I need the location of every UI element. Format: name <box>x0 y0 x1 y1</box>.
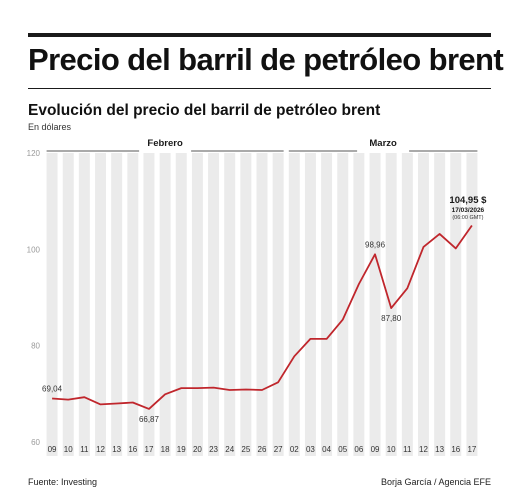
day-band <box>337 153 349 456</box>
x-tick-label: 16 <box>451 445 460 454</box>
last-value-label: 104,95 $ <box>449 195 487 206</box>
day-band <box>143 153 155 456</box>
day-band <box>208 153 220 456</box>
x-tick-label: 11 <box>403 445 412 454</box>
x-tick-label: 12 <box>419 445 428 454</box>
day-band <box>62 153 74 456</box>
x-tick-label: 17 <box>467 445 476 454</box>
day-band <box>321 153 333 456</box>
data-label: 98,96 <box>365 240 386 249</box>
x-tick-label: 10 <box>387 445 396 454</box>
x-tick-label: 13 <box>112 445 121 454</box>
chart-title: Evolución del precio del barril de petró… <box>28 102 381 119</box>
day-band <box>224 153 236 456</box>
day-band <box>401 153 413 456</box>
title-divider <box>28 88 491 89</box>
x-tick-label: 19 <box>177 445 186 454</box>
x-tick-label: 02 <box>290 445 299 454</box>
x-tick-label: 25 <box>241 445 250 454</box>
data-label: 66,87 <box>139 415 160 424</box>
x-tick-label: 05 <box>338 445 347 454</box>
page-title: Precio del barril de petróleo brent <box>28 42 504 77</box>
source-label: Fuente: Investing <box>28 477 98 487</box>
x-tick-label: 11 <box>80 445 89 454</box>
day-band <box>272 153 284 456</box>
day-band <box>175 153 187 456</box>
units-label: En dólares <box>28 122 72 132</box>
x-tick-label: 26 <box>258 445 267 454</box>
last-date-label: 17/03/2026 <box>452 207 485 214</box>
month-label: Marzo <box>369 138 397 149</box>
top-rule <box>28 33 491 37</box>
x-tick-label: 23 <box>209 445 218 454</box>
data-label: 87,80 <box>381 314 402 323</box>
day-band <box>46 153 58 456</box>
x-tick-label: 10 <box>64 445 73 454</box>
day-band <box>369 153 381 456</box>
x-tick-label: 24 <box>225 445 234 454</box>
x-tick-label: 06 <box>354 445 363 454</box>
price-line <box>52 224 473 410</box>
credit-label: Borja García / Agencia EFE <box>380 477 491 487</box>
x-tick-label: 17 <box>145 445 154 454</box>
day-band <box>127 153 139 456</box>
y-tick-label: 120 <box>27 149 41 158</box>
y-tick-label: 100 <box>27 245 41 254</box>
x-tick-label: 09 <box>371 445 380 454</box>
x-tick-label: 16 <box>128 445 137 454</box>
day-band <box>288 153 300 456</box>
month-label: Febrero <box>147 138 183 149</box>
day-band <box>385 153 397 456</box>
data-label: 69,04 <box>42 384 63 393</box>
y-tick-label: 80 <box>31 342 40 351</box>
x-tick-label: 12 <box>96 445 105 454</box>
y-tick-label: 60 <box>31 438 40 447</box>
last-time-label: (06:00 GMT) <box>452 215 483 221</box>
day-band <box>240 153 252 456</box>
day-band <box>111 153 123 456</box>
x-tick-label: 18 <box>161 445 170 454</box>
day-band <box>191 153 203 456</box>
day-band <box>256 153 268 456</box>
x-tick-label: 13 <box>435 445 444 454</box>
day-band <box>466 153 478 456</box>
day-band <box>95 153 107 456</box>
day-band <box>304 153 316 456</box>
day-band <box>353 153 365 456</box>
x-tick-label: 27 <box>274 445 283 454</box>
x-tick-label: 09 <box>48 445 57 454</box>
x-tick-label: 03 <box>306 445 315 454</box>
day-band <box>450 153 462 456</box>
x-tick-label: 04 <box>322 445 331 454</box>
x-tick-label: 20 <box>193 445 202 454</box>
day-band <box>417 153 429 456</box>
day-band <box>78 153 90 456</box>
day-band <box>159 153 171 456</box>
day-band <box>434 153 446 456</box>
